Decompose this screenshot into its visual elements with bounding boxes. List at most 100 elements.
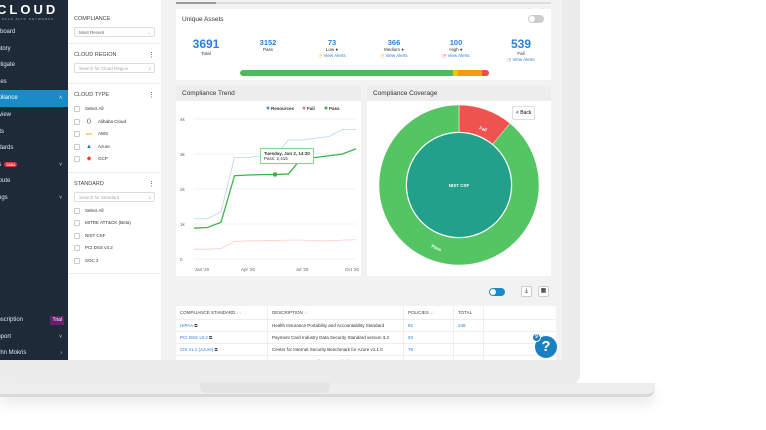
search-icon: ⌕ [148,194,151,200]
option-label: NIST CSF [85,232,106,238]
cloud-type-option[interactable]: ◆ GCP [74,153,155,166]
help-button[interactable]: ? 9 [532,333,557,358]
sidebar-item-label: Standards [0,145,14,152]
standard-link[interactable]: PCI DSS v3.2 [180,335,208,340]
checkbox[interactable] [74,232,80,239]
sidebar-item-settings[interactable]: Settings ˅ [0,190,68,207]
legend-label[interactable]: Fail [307,106,315,111]
low-view-alerts-link[interactable]: ◷ View Alerts [304,53,360,59]
sidebar-item-alerts[interactable]: Alerts5684 ˅ [0,157,68,174]
count-link[interactable]: 3769 [458,359,468,360]
sidebar-item-overview[interactable]: Overview [0,107,68,124]
standard-option[interactable]: SOC 2 [74,255,155,268]
alert-icon: ◷ [442,53,447,58]
count-link[interactable]: 93 [408,335,414,340]
count-link[interactable]: 248 [458,323,466,328]
nist-csf-slice[interactable] [407,133,511,237]
info-icon: ● [401,47,404,52]
download-button[interactable]: ⤓ [521,286,532,297]
more-icon[interactable]: ⋮ [148,180,155,188]
column-header[interactable]: COMPLIANCE STANDARD ↓↑ [176,306,268,319]
chart-tooltip: Tuesday, Jun 2, 14:30 Pass: 2,415 [260,148,314,164]
compliance-coverage-card: Compliance Coverage NIST CSF Fail Pass < B… [367,86,551,276]
standard-link[interactable]: ISO 27001:2013 [180,359,213,360]
checkbox[interactable] [74,131,80,138]
column-header[interactable]: TOTAL [454,306,484,319]
checkbox[interactable] [74,143,80,150]
count-link[interactable]: 78 [408,347,414,352]
sort-icon[interactable]: ↓↑ [428,310,435,315]
sort-icon[interactable]: ↓↑ [302,310,309,315]
table-cell: 82 [404,320,454,331]
external-link-icon[interactable]: ⧉ [207,335,213,340]
high-view-alerts-link[interactable]: ◷ View Alerts [428,53,484,59]
main-content: Unique Assets 3691 Total 3152 Pass 73 Low ●… [170,0,562,360]
standard-option[interactable]: PCI DSS v3.2 [74,242,155,255]
medium-view-alerts-link[interactable]: ◷ View Alerts [366,53,422,59]
sort-icon[interactable]: ↓↑ [235,310,242,315]
alert-icon: ◷ [380,53,385,58]
checkbox[interactable] [74,118,80,125]
percent-toggle[interactable] [489,288,505,296]
count-link[interactable]: 120 [408,359,416,360]
logo: CLOUD [0,2,59,17]
sidebar-item-compliance[interactable]: Compliance ˄ [0,90,68,107]
description: Center for Internet Security Benchmark f… [272,347,383,352]
external-link-icon[interactable]: ⧉ [213,359,217,360]
more-icon[interactable]: ⋮ [148,92,155,99]
sidebar-item-policies[interactable]: Policies [0,74,68,91]
compliance-select[interactable]: Most Recent ⌄ [74,27,155,37]
x-tick-label: Apr '20 [241,267,256,272]
column-header[interactable]: POLICIES ↓↑ [404,306,454,319]
option-label: Select All [85,207,104,213]
count-link[interactable]: 82 [408,323,414,328]
cloud-type-option[interactable]: ▲ Azure [74,141,155,154]
sidebar-bottom-2[interactable]: John Mokris › [0,345,68,360]
checkbox[interactable] [74,220,80,227]
table-cell: 3769 [454,356,484,360]
cloud-type-option[interactable]: aws AWS [74,128,155,141]
fail-view-alerts-link[interactable]: ◷ View Alerts [496,57,546,63]
standard-link[interactable]: CIS v1.1 (Azure) [180,347,214,352]
external-link-icon[interactable]: ⧉ [213,347,218,352]
logo-subtitle: PALO ALTO NETWORKS [2,17,55,21]
cloud-region-search[interactable]: Search for Cloud Region ⌕ [74,63,155,73]
sidebar-bottom-0[interactable]: Subscription Trial [0,312,68,329]
chevron-down-icon: ˅ [59,161,62,168]
cloud-type-option[interactable]: Select All [74,103,155,116]
x-tick-label: Oct '20 [345,267,360,272]
pass-slice[interactable] [378,104,540,266]
medium-label: Medium [384,47,401,52]
more-icon[interactable]: ⋮ [148,52,155,59]
standard-option[interactable]: MITRE ATT&CK (Beta) [74,217,155,230]
y-tick-label: 2k [180,187,186,192]
sidebar-item-assets[interactable]: Assets [0,124,68,141]
trial-badge: Trial [50,316,64,325]
sidebar-item-standards[interactable]: Standards [0,140,68,157]
standard-search[interactable]: Search for Standard ⌕ [74,191,155,202]
legend-label[interactable]: Pass [329,106,340,111]
column-header[interactable]: DESCRIPTION ↓↑ [268,306,404,319]
sidebar-item-investigate[interactable]: Investigate [0,57,68,74]
checkbox[interactable] [74,156,80,163]
percent-toggle[interactable] [528,15,544,23]
checkbox[interactable] [74,257,80,264]
table-cell [454,332,484,343]
checkbox[interactable] [74,207,80,214]
highlighted-point[interactable] [273,172,277,177]
sidebar-bottom-1[interactable]: Support ˅ [0,329,68,346]
standard-option[interactable]: NIST CSF [74,230,155,243]
back-button[interactable]: < Back [512,106,536,120]
sidebar-item-inventory[interactable]: Inventory [0,41,68,58]
checkbox[interactable] [74,245,80,252]
legend-label[interactable]: Resources [271,106,295,111]
external-link-icon[interactable]: ⧉ [192,323,198,328]
cloud-type-option[interactable]: ⟨⟩ Alibaba Cloud [74,116,155,129]
columns-button[interactable]: ▦ [538,286,549,297]
standard-option[interactable]: Select All [74,205,155,218]
standard-link[interactable]: HIPAA [180,323,193,328]
medium-value: 366 [387,38,401,47]
sidebar-item-compute[interactable]: Compute [0,173,68,190]
sidebar-item-dashboard[interactable]: Dashboard [0,24,68,41]
checkbox[interactable] [74,106,80,113]
